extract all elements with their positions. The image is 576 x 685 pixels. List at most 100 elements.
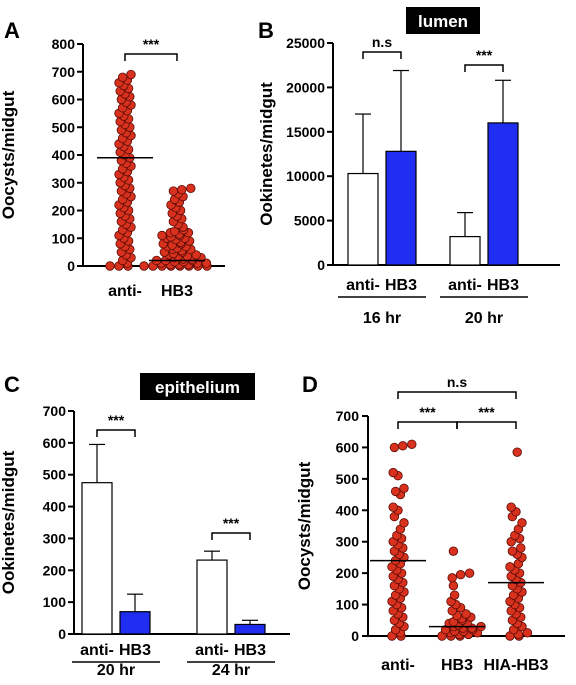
bar-label: HB3 xyxy=(119,642,151,659)
y-tick-label: 700 xyxy=(336,408,360,424)
y-tick-label: 500 xyxy=(43,467,67,483)
data-point xyxy=(105,261,115,271)
y-tick-label: 0 xyxy=(67,258,75,274)
data-point xyxy=(191,250,201,260)
data-point xyxy=(388,467,398,478)
category-label: HIA-HB3 xyxy=(484,657,549,674)
data-point xyxy=(177,184,187,195)
category-label: anti- xyxy=(108,283,142,300)
chart-title: lumen xyxy=(418,12,468,31)
bar xyxy=(347,172,379,266)
data-point xyxy=(455,570,466,580)
bar-label: anti- xyxy=(195,642,229,659)
y-tick-label: 100 xyxy=(52,230,76,246)
significance-bracket xyxy=(456,421,517,429)
y-tick-label: 200 xyxy=(43,562,67,578)
panel-letter: B xyxy=(258,18,274,43)
data-point xyxy=(507,546,518,556)
y-tick-label: 500 xyxy=(336,471,360,487)
title-banner xyxy=(140,373,255,400)
significance-label: *** xyxy=(143,36,160,52)
data-point xyxy=(398,441,408,451)
data-point xyxy=(522,628,533,638)
data-point xyxy=(447,573,457,583)
significance-label: *** xyxy=(476,47,493,63)
data-point xyxy=(448,581,459,591)
data-point xyxy=(390,486,401,497)
y-axis-label: Oocysts/midgut xyxy=(295,461,314,590)
group-label: 16 hr xyxy=(363,310,401,327)
bar-label: HB3 xyxy=(385,277,417,294)
y-tick-label: 0 xyxy=(351,628,359,644)
y-tick-label: 600 xyxy=(43,435,67,451)
bar xyxy=(487,122,519,266)
significance-label: *** xyxy=(223,515,240,531)
y-tick-label: 300 xyxy=(43,530,67,546)
y-tick-label: 0 xyxy=(58,626,66,642)
y-tick-label: 800 xyxy=(52,36,76,52)
data-point xyxy=(506,502,516,512)
y-tick-label: 10000 xyxy=(286,168,325,184)
bar xyxy=(234,623,266,635)
data-point xyxy=(399,518,409,528)
bar xyxy=(196,559,228,635)
bar xyxy=(81,482,113,635)
significance-bracket xyxy=(397,391,517,399)
y-tick-label: 400 xyxy=(43,499,67,515)
data-point xyxy=(407,439,417,449)
data-point xyxy=(186,183,196,194)
category-label: HB3 xyxy=(161,283,193,300)
data-point xyxy=(512,447,522,457)
significance-bracket xyxy=(464,64,504,72)
y-tick-label: 300 xyxy=(52,175,76,191)
significance-bracket xyxy=(124,53,178,61)
data-point xyxy=(168,186,179,196)
data-point xyxy=(388,502,398,512)
data-point xyxy=(448,546,459,556)
significance-bracket xyxy=(211,532,251,540)
panel-letter: C xyxy=(4,372,20,397)
data-point xyxy=(505,562,515,572)
bar xyxy=(385,150,417,266)
category-label: HB3 xyxy=(441,657,473,674)
y-tick-label: 500 xyxy=(52,119,76,135)
data-point xyxy=(139,261,149,271)
group-label: 20 hr xyxy=(465,310,503,327)
group-label: 20 hr xyxy=(97,662,135,679)
y-tick-label: 200 xyxy=(336,565,360,581)
significance-bracket xyxy=(397,421,458,429)
panel-a: A 0 100 200 300 400 500 600 700 800 Oocysts/midgut… xyxy=(0,18,225,300)
y-axis-label: Oocysts/midgut xyxy=(0,90,18,219)
y-tick-label: 20000 xyxy=(286,79,325,95)
y-tick-label: 100 xyxy=(336,597,360,613)
significance-label: n.s xyxy=(447,374,467,390)
y-tick-label: 700 xyxy=(52,64,76,80)
y-tick-label: 25000 xyxy=(286,35,325,51)
data-point xyxy=(464,568,475,578)
chart-title: epithelium xyxy=(155,378,240,397)
significance-label: *** xyxy=(108,412,125,428)
category-label: anti- xyxy=(381,657,415,674)
bar xyxy=(119,611,151,635)
y-tick-label: 600 xyxy=(336,439,360,455)
y-axis-label: Ookinetes/midgut xyxy=(257,82,276,226)
y-axis-label: Ookinetes/midgut xyxy=(0,450,18,594)
y-tick-label: 400 xyxy=(52,147,76,163)
data-point xyxy=(117,72,128,83)
bar-label: anti- xyxy=(80,642,114,659)
data-point xyxy=(126,69,136,80)
data-point xyxy=(461,609,471,619)
significance-label: *** xyxy=(478,404,495,420)
panel-letter: D xyxy=(302,372,318,397)
data-point xyxy=(157,230,167,241)
group-label: 24 hr xyxy=(212,662,250,679)
data-point xyxy=(517,518,527,528)
data-point xyxy=(399,483,409,493)
significance-bracket xyxy=(362,51,402,59)
y-tick-label: 600 xyxy=(52,92,76,108)
panel-letter: A xyxy=(4,18,20,43)
bar-label: anti- xyxy=(346,277,380,294)
